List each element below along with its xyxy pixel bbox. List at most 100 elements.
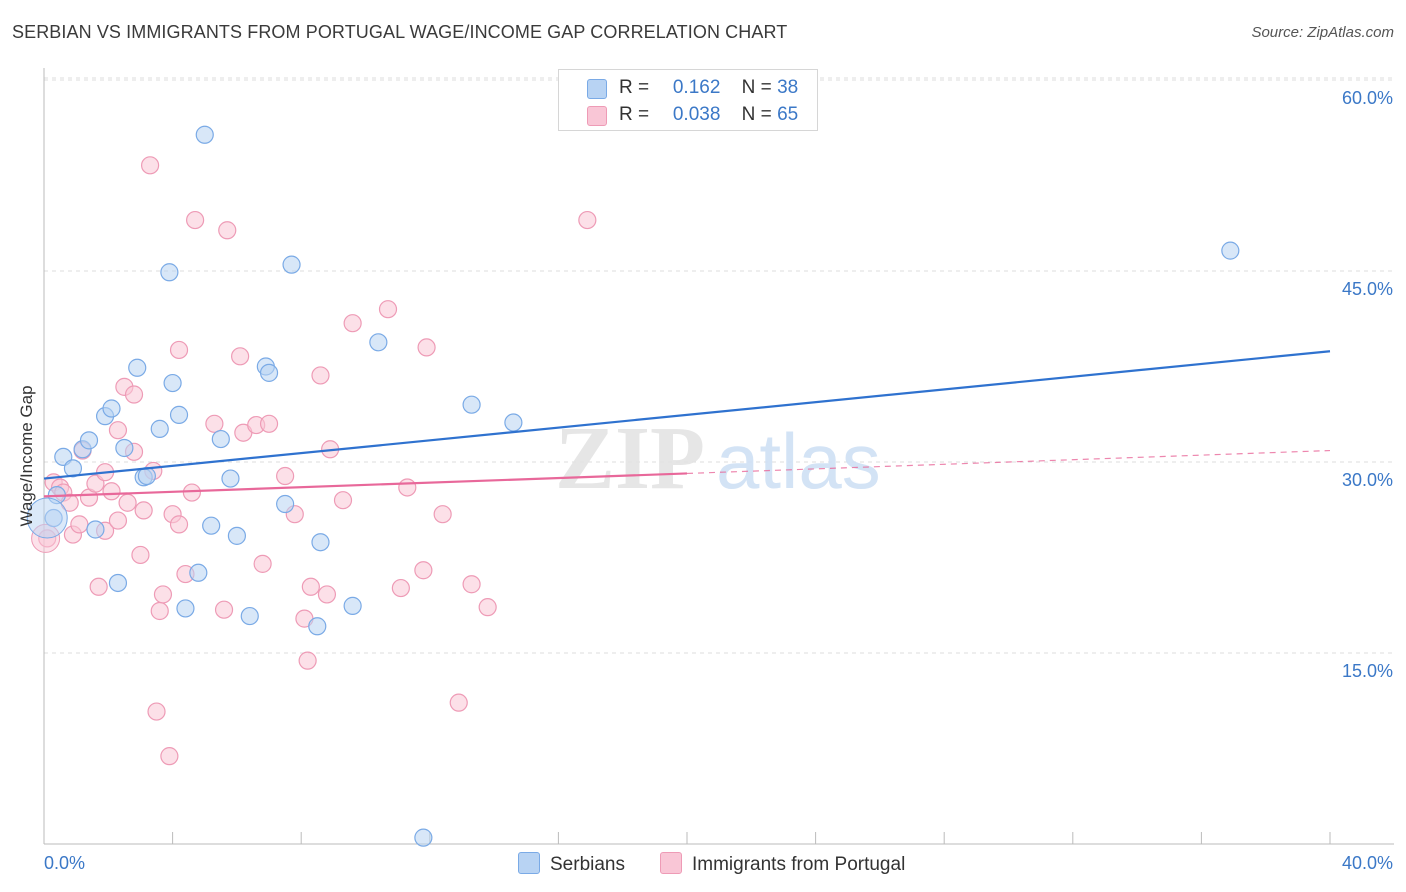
bottom-legend-swatch-portugal xyxy=(660,852,682,874)
serbian-point xyxy=(163,373,182,393)
portugal-point xyxy=(205,414,224,433)
serbian-point xyxy=(26,497,68,539)
watermark-atlas: atlas xyxy=(716,417,881,505)
portugal-point xyxy=(147,702,166,721)
legend: R = 0.162 N = 38 R = 0.038 N = 65 xyxy=(558,69,818,131)
y-axis-title: Wage/Income Gap xyxy=(17,385,36,526)
legend-n-value-serbians: 38 xyxy=(777,77,799,98)
serbian-point xyxy=(221,469,240,488)
portugal-point xyxy=(134,501,153,520)
portugal-point xyxy=(276,466,295,486)
serbian-point xyxy=(343,596,362,615)
serbian-point xyxy=(414,828,433,847)
trend-line-serbians xyxy=(43,350,1331,480)
portugal-point xyxy=(578,210,597,230)
y-tick-label: 15.0% xyxy=(1342,661,1393,681)
trend-line-portugal-extension xyxy=(686,449,1331,475)
source-credit: Source: ZipAtlas.com xyxy=(1251,24,1394,41)
portugal-point xyxy=(118,493,137,512)
bottom-legend-swatch-serbians xyxy=(518,852,540,874)
portugal-point xyxy=(433,505,452,524)
serbian-point xyxy=(227,526,246,545)
serbian-point xyxy=(282,255,301,274)
axes xyxy=(43,68,1394,845)
serbian-point xyxy=(176,599,195,618)
legend-r-label: R = xyxy=(619,77,650,98)
serbian-point xyxy=(211,429,230,449)
portugal-point xyxy=(231,347,250,366)
portugal-point xyxy=(182,483,201,502)
legend-swatch-serbians xyxy=(587,79,607,99)
chart-title: SERBIAN VS IMMIGRANTS FROM PORTUGAL WAGE… xyxy=(12,22,788,42)
portugal-point xyxy=(218,221,237,240)
bottom-legend-portugal: Immigrants from Portugal xyxy=(660,852,905,876)
bottom-legend-serbians: Serbians xyxy=(518,852,625,876)
portugal-point xyxy=(298,651,317,670)
portugal-point xyxy=(333,491,353,510)
serbian-point xyxy=(311,533,330,552)
portugal-point xyxy=(150,601,169,621)
portugal-point xyxy=(169,340,189,360)
serbian-point xyxy=(115,438,134,458)
legend-r-value-serbians: 0.162 xyxy=(672,77,721,98)
portugal-point xyxy=(124,385,144,404)
portugal-point xyxy=(478,598,497,617)
serbian-point xyxy=(150,419,169,438)
serbian-point xyxy=(169,405,189,424)
serbian-point xyxy=(1221,241,1240,260)
serbian-point xyxy=(308,617,327,636)
portugal-point xyxy=(186,210,205,230)
trend-line-portugal xyxy=(43,472,688,498)
portugal-point xyxy=(89,577,108,596)
serbian-point xyxy=(63,459,83,478)
portugal-point xyxy=(317,585,337,604)
portugal-point xyxy=(343,314,362,333)
serbian-point xyxy=(189,563,208,582)
serbian-point xyxy=(369,333,388,352)
portugal-point xyxy=(378,300,398,319)
y-tick-label: 60.0% xyxy=(1342,88,1393,108)
portugal-point xyxy=(253,554,272,573)
portugal-point xyxy=(102,482,121,501)
watermark-zip: ZIP xyxy=(555,409,705,508)
portugal-point xyxy=(140,156,160,175)
serbian-point xyxy=(259,363,279,382)
portugal-point xyxy=(417,338,436,357)
portugal-point xyxy=(259,414,279,433)
portugal-point xyxy=(70,515,89,534)
serbian-point xyxy=(195,125,214,144)
portugal-point xyxy=(108,421,128,440)
serbian-point xyxy=(102,399,121,418)
portugal-point xyxy=(414,561,433,580)
legend-swatch-portugal xyxy=(587,106,607,126)
y-tick-label: 30.0% xyxy=(1342,470,1393,490)
portugal-point xyxy=(214,600,234,619)
serbian-point xyxy=(240,606,259,626)
serbian-point xyxy=(504,413,523,432)
bottom-legend-label-serbians: Serbians xyxy=(550,854,625,875)
portugal-point xyxy=(391,578,410,598)
x-tick-label: 0.0% xyxy=(44,853,85,873)
x-tick-label: 40.0% xyxy=(1342,853,1393,873)
portugal-point xyxy=(449,693,468,712)
legend-r-value-portugal: 0.038 xyxy=(672,104,721,125)
serbian-point xyxy=(276,494,295,514)
serbian-point xyxy=(202,516,221,535)
legend-n-label: N = xyxy=(741,77,772,98)
portugal-point xyxy=(153,585,173,604)
watermark: ZIP atlas xyxy=(555,409,881,508)
portugal-point xyxy=(462,575,481,594)
portugal-point xyxy=(301,577,320,596)
bottom-legend-label-portugal: Immigrants from Portugal xyxy=(692,854,906,875)
serbian-point xyxy=(128,358,147,377)
legend-n-value-portugal: 65 xyxy=(777,104,799,125)
legend-n-label: N = xyxy=(741,104,772,125)
y-tick-label: 45.0% xyxy=(1342,279,1393,299)
portugal-point xyxy=(160,747,179,766)
portugal-point xyxy=(108,511,128,530)
portugal-point xyxy=(311,366,330,385)
portugal-point xyxy=(131,545,150,565)
legend-r-label: R = xyxy=(619,104,650,125)
portugal-point xyxy=(398,478,417,497)
